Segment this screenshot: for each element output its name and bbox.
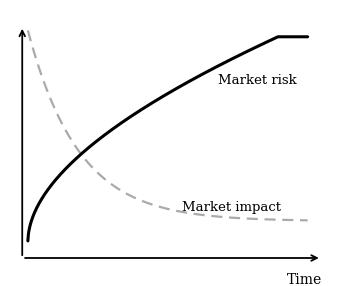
Text: Market impact: Market impact (182, 200, 281, 214)
Text: Time: Time (286, 273, 322, 286)
Text: Market risk: Market risk (218, 74, 297, 87)
